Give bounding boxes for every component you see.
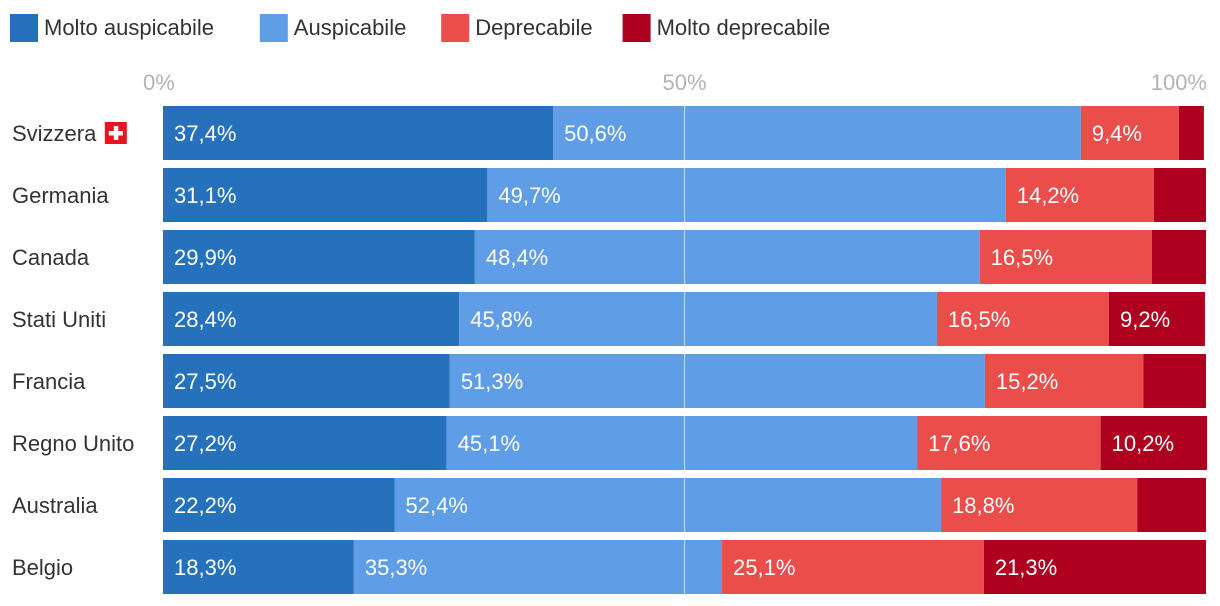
category-label-stati-uniti: Stati Uniti bbox=[12, 307, 106, 332]
data-label: 27,2% bbox=[174, 431, 236, 456]
legend-label-auspicabile: Auspicabile bbox=[294, 15, 407, 40]
bar-belgio-molto-auspicabile bbox=[163, 540, 354, 594]
data-label: 14,2% bbox=[1017, 183, 1079, 208]
data-label: 35,3% bbox=[365, 555, 427, 580]
bar-belgio-molto-deprecabile bbox=[983, 540, 1206, 594]
bar-stati-uniti-molto-auspicabile bbox=[163, 292, 460, 346]
data-label: 9,4% bbox=[1092, 121, 1142, 146]
data-label: 48,4% bbox=[486, 245, 548, 270]
bar-canada-molto-deprecabile bbox=[1151, 230, 1206, 284]
bar-svizzera-auspicabile bbox=[553, 106, 1081, 160]
bar-belgio-auspicabile bbox=[353, 540, 723, 594]
data-label: 15,2% bbox=[996, 369, 1058, 394]
data-label: 50,6% bbox=[564, 121, 626, 146]
data-label: 22,2% bbox=[174, 493, 236, 518]
legend-label-molto-deprecabile: Molto deprecabile bbox=[657, 15, 831, 40]
data-label: 21,3% bbox=[995, 555, 1057, 580]
swiss-flag-icon bbox=[104, 122, 127, 144]
category-label-australia: Australia bbox=[12, 493, 98, 518]
data-label: 25,1% bbox=[733, 555, 795, 580]
bar-svizzera-deprecabile bbox=[1080, 106, 1179, 160]
bar-canada-molto-auspicabile bbox=[163, 230, 475, 284]
legend-swatch-molto-auspicabile bbox=[10, 14, 38, 42]
category-labels: Svizzera Germania Canada Stati Uniti Francia… bbox=[12, 121, 134, 580]
data-label: 16,5% bbox=[991, 245, 1053, 270]
x-tick-label: 50% bbox=[662, 70, 706, 95]
category-label-canada: Canada bbox=[12, 245, 90, 270]
data-label: 31,1% bbox=[174, 183, 236, 208]
bar-stati-uniti-auspicabile bbox=[459, 292, 937, 346]
bar-germania-auspicabile bbox=[487, 168, 1006, 222]
data-label: 17,6% bbox=[928, 431, 990, 456]
category-label-belgio: Belgio bbox=[12, 555, 73, 580]
category-label-francia: Francia bbox=[12, 369, 86, 394]
data-label: 52,4% bbox=[406, 493, 468, 518]
legend-swatch-auspicabile bbox=[259, 14, 288, 42]
x-tick-label: 0% bbox=[143, 70, 175, 95]
data-label: 9,2% bbox=[1120, 307, 1170, 332]
data-label: 16,5% bbox=[948, 307, 1010, 332]
data-label: 45,1% bbox=[458, 431, 520, 456]
bar-germania-molto-auspicabile bbox=[163, 168, 488, 222]
x-tick-label: 100% bbox=[1151, 70, 1207, 95]
data-labels: 37,4% 50,6% 9,4% 31,1% 49,7% 14,2% 29,9% 48,4% 1… bbox=[174, 121, 1174, 580]
bar-belgio-deprecabile bbox=[722, 540, 984, 594]
bar-stati-uniti-deprecabile bbox=[936, 292, 1110, 346]
data-label: 49,7% bbox=[498, 183, 560, 208]
bar-regno-unito-auspicabile bbox=[446, 416, 918, 470]
data-label: 51,3% bbox=[461, 369, 523, 394]
bar-regno-unito-deprecabile bbox=[917, 416, 1101, 470]
category-label-germania: Germania bbox=[12, 183, 109, 208]
data-label: 28,4% bbox=[174, 307, 236, 332]
bar-australia-auspicabile bbox=[394, 478, 942, 532]
x-axis-ticks: 0% 50% 100% bbox=[143, 70, 1207, 95]
legend: Molto auspicabile Auspicabile Deprecabile M… bbox=[10, 14, 830, 42]
data-label: 29,9% bbox=[174, 245, 236, 270]
bar-francia-molto-auspicabile bbox=[163, 354, 450, 408]
data-label: 18,8% bbox=[952, 493, 1014, 518]
bar-regno-unito-molto-auspicabile bbox=[163, 416, 447, 470]
category-label-svizzera: Svizzera bbox=[12, 121, 97, 146]
bar-canada-deprecabile bbox=[979, 230, 1152, 284]
bar-germania-molto-deprecabile bbox=[1153, 168, 1206, 222]
bar-australia-molto-deprecabile bbox=[1137, 478, 1206, 532]
data-label: 10,2% bbox=[1112, 431, 1174, 456]
bar-francia-auspicabile bbox=[449, 354, 985, 408]
category-label-regno-unito: Regno Unito bbox=[12, 431, 134, 456]
bar-stati-uniti-molto-deprecabile bbox=[1109, 292, 1205, 346]
data-label: 27,5% bbox=[174, 369, 236, 394]
data-label: 45,8% bbox=[470, 307, 532, 332]
bar-germania-deprecabile bbox=[1005, 168, 1154, 222]
legend-swatch-molto-deprecabile bbox=[622, 14, 651, 42]
legend-label-molto-auspicabile: Molto auspicabile bbox=[44, 15, 214, 40]
bars bbox=[163, 106, 1208, 594]
data-label: 37,4% bbox=[174, 121, 236, 146]
legend-swatch-deprecabile bbox=[441, 14, 470, 42]
bar-australia-molto-auspicabile bbox=[163, 478, 395, 532]
bar-svizzera-molto-auspicabile bbox=[163, 106, 554, 160]
bar-svizzera-molto-deprecabile bbox=[1178, 106, 1204, 160]
bar-francia-molto-deprecabile bbox=[1143, 354, 1206, 408]
data-label: 18,3% bbox=[174, 555, 236, 580]
legend-label-deprecabile: Deprecabile bbox=[475, 15, 592, 40]
bar-australia-deprecabile bbox=[941, 478, 1138, 532]
bar-francia-deprecabile bbox=[984, 354, 1144, 408]
bar-regno-unito-molto-deprecabile bbox=[1100, 416, 1208, 470]
bar-canada-auspicabile bbox=[474, 230, 980, 284]
